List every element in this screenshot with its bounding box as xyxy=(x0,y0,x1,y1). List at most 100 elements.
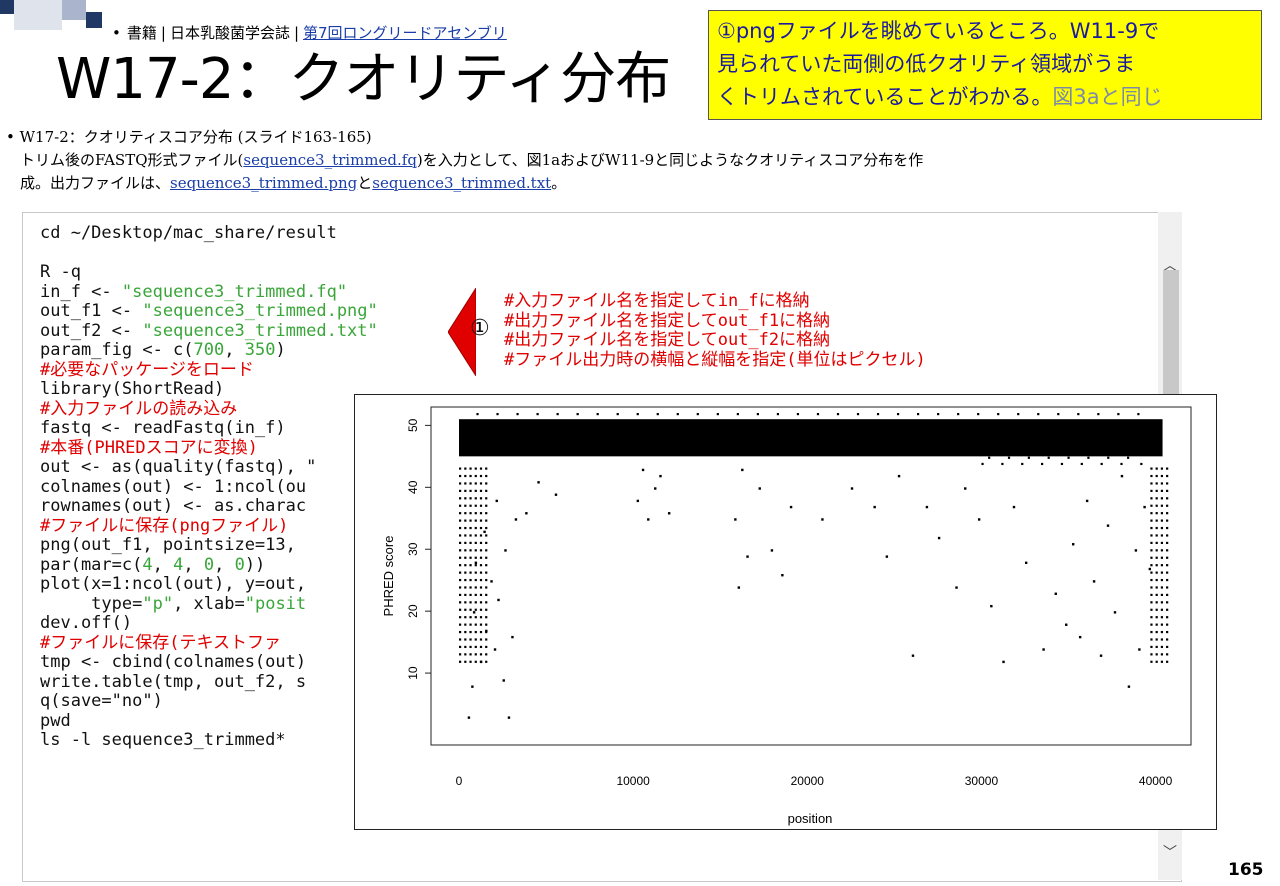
data-point xyxy=(1127,456,1130,459)
data-point xyxy=(1150,586,1153,589)
link-trimmed-txt[interactable]: sequence3_trimmed.txt xyxy=(372,174,552,192)
data-point xyxy=(789,505,793,509)
data-point xyxy=(1021,462,1024,466)
data-point xyxy=(474,561,478,565)
code-comment: #出力ファイル名を指定してout_f2に格納 xyxy=(504,330,831,350)
data-point xyxy=(1150,467,1153,470)
code-line: in_f <- "sequence3_trimmed.fq" xyxy=(40,281,348,302)
x-tick-label: 10000 xyxy=(616,774,650,788)
data-point xyxy=(1155,616,1158,619)
data-point xyxy=(1107,456,1110,459)
description: • W17-2：クオリティスコア分布 (スライド163-165) トリム後のFA… xyxy=(6,126,1206,195)
data-point xyxy=(1160,497,1164,500)
page-title: W17-2：クオリティ分布 xyxy=(56,47,671,112)
header-decoration xyxy=(86,12,102,28)
data-point xyxy=(716,413,719,416)
data-point xyxy=(1166,586,1169,589)
x-tick-label: 40000 xyxy=(1139,774,1173,788)
data-point xyxy=(469,519,472,522)
data-point xyxy=(459,630,462,634)
data-point xyxy=(479,504,483,507)
data-point xyxy=(459,512,462,515)
y-axis-label: PHRED score xyxy=(381,536,396,617)
data-point xyxy=(469,504,472,507)
breadcrumb-item-books[interactable]: 書籍 xyxy=(126,24,157,42)
callout-reference: 図3aと同じ xyxy=(1052,85,1163,109)
data-point xyxy=(1166,608,1169,611)
scroll-down-icon[interactable]: ﹀ xyxy=(1163,845,1177,861)
data-point xyxy=(1155,571,1158,574)
data-point xyxy=(636,499,640,503)
data-point xyxy=(464,601,467,604)
link-trimmed-fq[interactable]: sequence3_trimmed.fq xyxy=(243,151,417,169)
data-point xyxy=(1160,474,1164,478)
data-point xyxy=(469,578,472,582)
data-point xyxy=(736,413,739,416)
data-point xyxy=(474,467,477,470)
data-point xyxy=(485,489,488,492)
data-point xyxy=(479,549,483,552)
data-point xyxy=(474,564,477,567)
data-point xyxy=(1100,462,1103,466)
breadcrumb-item-assembly[interactable]: 第7回ロングリードアセンブリ xyxy=(303,24,507,42)
plot-area xyxy=(430,406,1192,746)
step-marker: ① xyxy=(470,316,490,341)
data-point xyxy=(1024,561,1028,565)
data-point xyxy=(1160,519,1164,522)
data-point xyxy=(464,519,467,522)
data-point xyxy=(1150,541,1153,544)
data-point xyxy=(507,716,511,719)
data-point xyxy=(459,645,462,649)
data-point xyxy=(1150,630,1153,634)
data-point xyxy=(576,413,579,416)
data-point xyxy=(1160,467,1164,470)
data-point xyxy=(1150,638,1153,641)
data-point xyxy=(1166,474,1169,478)
data-point xyxy=(1150,564,1153,567)
data-point xyxy=(616,413,619,416)
data-point xyxy=(770,549,774,552)
data-point xyxy=(459,593,462,597)
data-point xyxy=(1166,549,1169,552)
data-point xyxy=(469,586,472,589)
data-point xyxy=(464,578,467,582)
data-point xyxy=(469,593,472,597)
data-point xyxy=(1155,601,1158,604)
code-line: tmp <- cbind(colnames(out) xyxy=(40,652,307,672)
data-point xyxy=(464,549,467,552)
data-point xyxy=(776,413,780,416)
data-point xyxy=(925,505,929,509)
y-tick-label: 20 xyxy=(406,604,420,618)
data-point xyxy=(1166,504,1169,507)
data-point xyxy=(485,512,488,515)
data-point xyxy=(1150,571,1153,574)
data-point xyxy=(474,556,477,559)
data-point xyxy=(977,518,981,521)
data-point xyxy=(1166,645,1169,649)
data-point xyxy=(464,482,467,485)
data-point xyxy=(474,630,477,634)
data-point xyxy=(1160,564,1164,567)
data-point xyxy=(479,593,483,597)
data-point xyxy=(485,616,488,619)
breadcrumb-item-journal[interactable]: 日本乳酸菌学会誌 xyxy=(169,24,290,42)
data-point xyxy=(459,474,462,478)
dense-score-band xyxy=(459,419,1163,457)
data-point xyxy=(1160,630,1164,634)
data-point xyxy=(474,616,477,619)
data-point xyxy=(469,489,472,492)
data-point xyxy=(1166,467,1169,470)
data-point xyxy=(1155,593,1158,597)
data-point xyxy=(1166,512,1169,515)
data-point xyxy=(1150,578,1153,582)
data-point xyxy=(1155,534,1158,537)
data-point xyxy=(1014,450,1017,453)
link-trimmed-png[interactable]: sequence3_trimmed.png xyxy=(170,174,358,192)
y-tick-label: 50 xyxy=(406,418,420,432)
data-point xyxy=(1166,482,1169,485)
code-comment: #ファイルに保存(pngファイル) xyxy=(40,515,289,536)
data-point xyxy=(821,518,824,521)
data-point xyxy=(469,638,472,641)
data-point xyxy=(474,489,477,492)
data-point xyxy=(479,616,483,619)
